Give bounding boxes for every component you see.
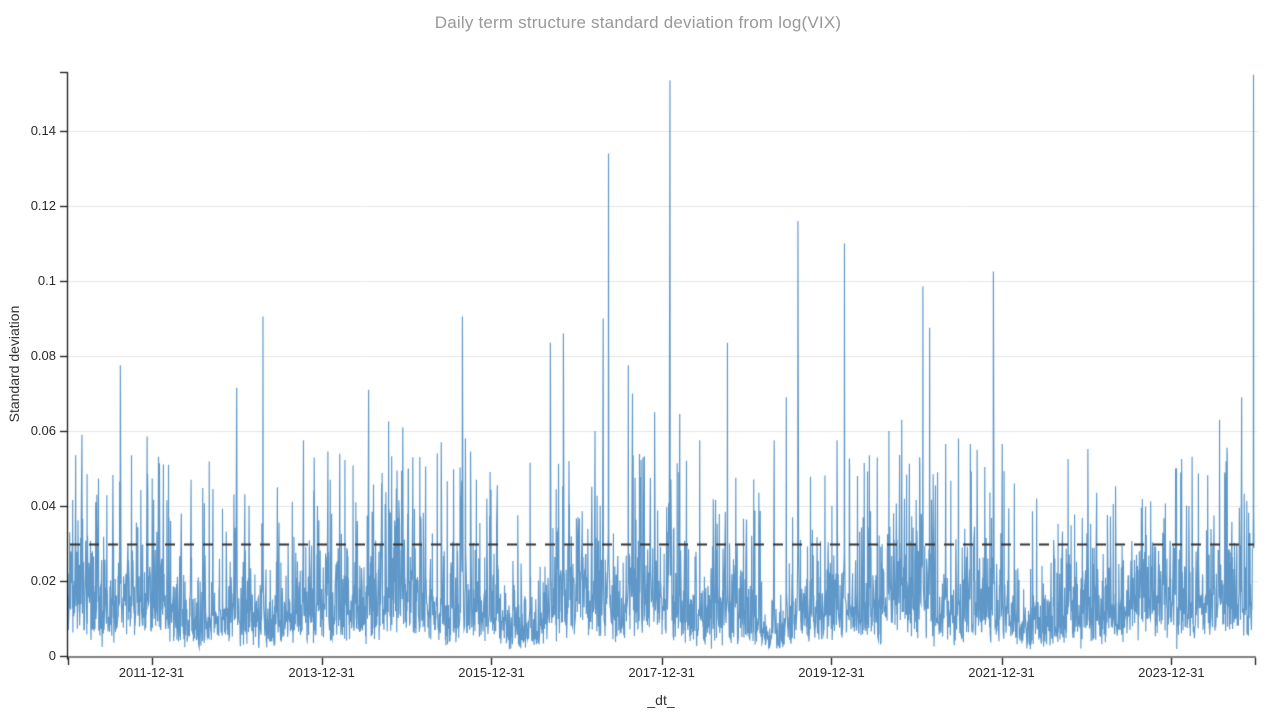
y-tick-label: 0.04 [30,498,56,513]
x-tick-label: 2013-12-31 [288,665,355,680]
x-tick-label: 2021-12-31 [968,665,1035,680]
y-tick-label: 0.14 [30,123,56,138]
x-tick-label: 2015-12-31 [458,665,525,680]
x-tick-label: 2017-12-31 [628,665,695,680]
x-tick-label: 2023-12-31 [1138,665,1205,680]
y-tick-label: 0.08 [30,348,56,363]
x-tick-label: 2019-12-31 [798,665,865,680]
x-axis-label: _dt_ [647,692,675,708]
y-tick-label: 0.02 [30,573,56,588]
x-tick-label: 2011-12-31 [118,665,185,680]
y-tick-label: 0.06 [30,423,56,438]
y-tick-label: 0 [48,648,56,663]
y-tick-label: 0.1 [37,273,56,288]
y-tick-label: 0.12 [30,198,56,213]
